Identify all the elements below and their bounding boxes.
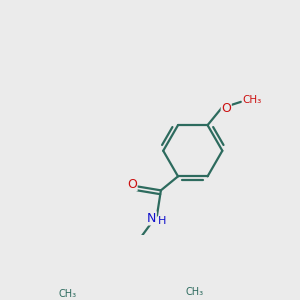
- Text: N: N: [147, 212, 156, 225]
- Text: CH₃: CH₃: [58, 289, 76, 299]
- Text: CH₃: CH₃: [242, 95, 262, 105]
- Text: O: O: [221, 101, 231, 115]
- Text: H: H: [158, 217, 166, 226]
- Text: O: O: [127, 178, 137, 190]
- Text: CH₃: CH₃: [185, 287, 203, 297]
